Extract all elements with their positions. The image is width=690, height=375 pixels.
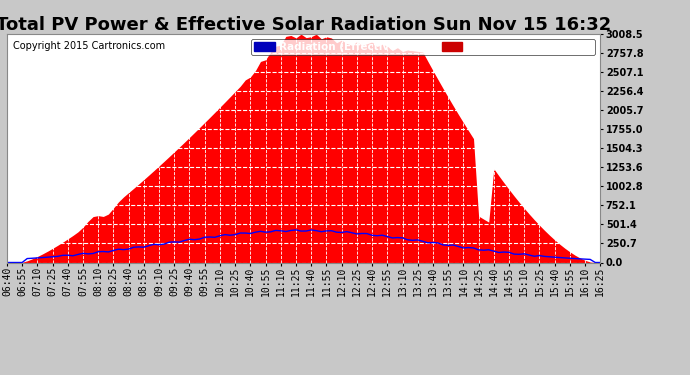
Title: Total PV Power & Effective Solar Radiation Sun Nov 15 16:32: Total PV Power & Effective Solar Radiati… <box>0 16 611 34</box>
Legend: Radiation (Effective w/m2), PV Panels (DC Watts): Radiation (Effective w/m2), PV Panels (D… <box>251 39 595 56</box>
Text: Copyright 2015 Cartronics.com: Copyright 2015 Cartronics.com <box>13 40 165 51</box>
